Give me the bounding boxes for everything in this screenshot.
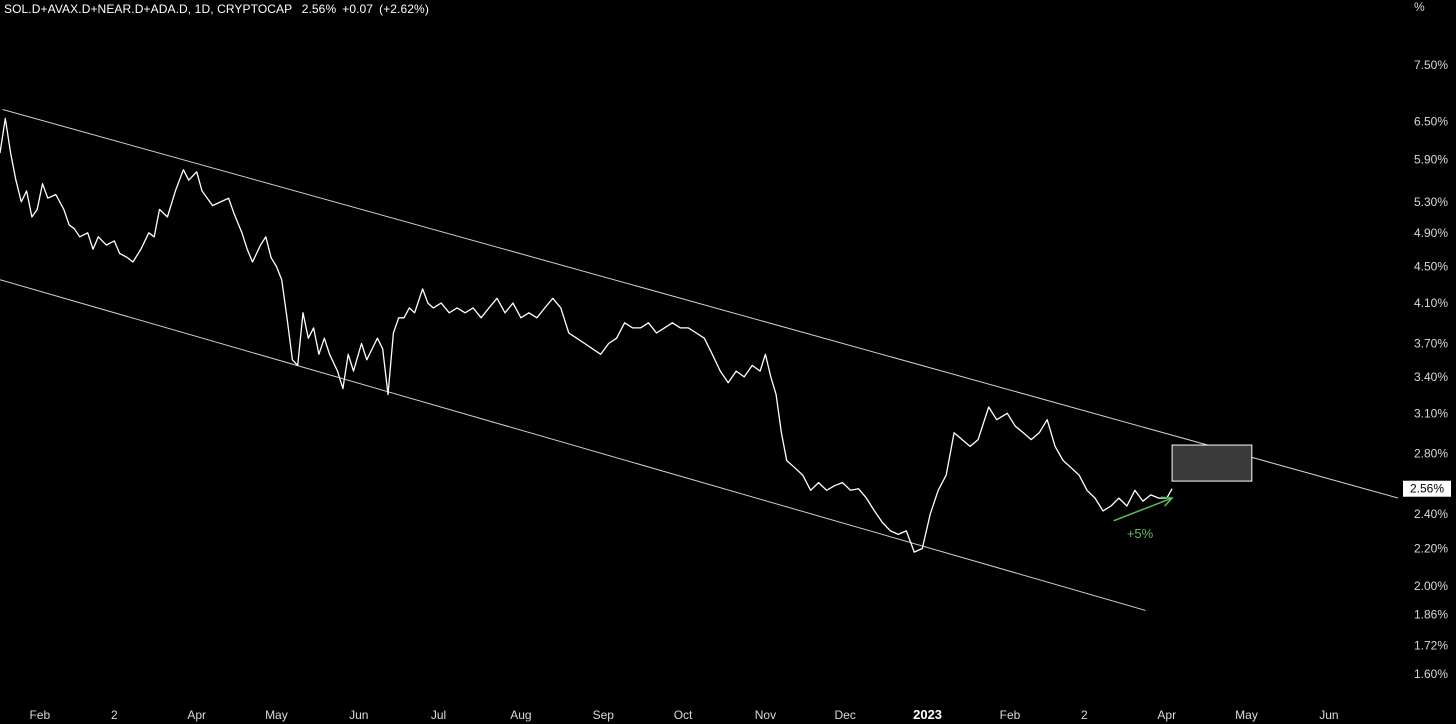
x-tick-label: Jun xyxy=(1319,708,1338,722)
y-tick-label: 1.72% xyxy=(1414,638,1448,652)
annotation-label: +5% xyxy=(1127,526,1154,541)
x-tick-label: 2 xyxy=(1081,708,1088,722)
x-tick-label: Feb xyxy=(30,708,51,722)
x-tick-label: May xyxy=(1235,708,1258,722)
y-tick-label: 4.10% xyxy=(1414,296,1448,310)
channel-lower-line[interactable] xyxy=(0,279,1146,611)
y-tick-label: 5.90% xyxy=(1414,153,1448,167)
arrow-head xyxy=(1161,496,1174,507)
symbol-label[interactable]: SOL.D+AVAX.D+NEAR.D+ADA.D, 1D, CRYPTOCAP xyxy=(4,2,293,16)
last-price-label: 2.56% xyxy=(1410,482,1444,496)
x-tick-label: May xyxy=(265,708,288,722)
last-value: 2.56% xyxy=(301,2,337,16)
y-tick-label: 7.50% xyxy=(1414,58,1448,72)
y-tick-label: 4.90% xyxy=(1414,226,1448,240)
target-box[interactable] xyxy=(1171,444,1253,482)
x-tick-label: Jul xyxy=(431,708,446,722)
x-tick-label: Apr xyxy=(1157,708,1176,722)
y-tick-label: 1.60% xyxy=(1414,667,1448,681)
x-tick-label: Apr xyxy=(187,708,206,722)
channel-upper-line[interactable] xyxy=(2,108,1399,499)
y-tick-label: 2.00% xyxy=(1414,579,1448,593)
x-tick-label: 2023 xyxy=(913,707,942,722)
y-tick-label: 2.40% xyxy=(1414,507,1448,521)
x-tick-label: Feb xyxy=(1000,708,1021,722)
y-tick-label: 4.50% xyxy=(1414,259,1448,273)
last-price-tag xyxy=(1403,480,1451,497)
x-tick-label: Oct xyxy=(674,708,693,722)
y-tick-label: 6.50% xyxy=(1414,114,1448,128)
x-tick-label: Sep xyxy=(593,708,615,722)
series-line-0 xyxy=(0,117,1173,553)
y-tick-label: 3.40% xyxy=(1414,370,1448,384)
x-tick-label: Nov xyxy=(755,708,776,722)
change-value: +0.07 xyxy=(342,2,374,16)
arrow-shaft[interactable] xyxy=(1113,497,1173,522)
x-tick-label: Dec xyxy=(835,708,856,722)
y-tick-label: 5.30% xyxy=(1414,195,1448,209)
y-tick-label: 3.10% xyxy=(1414,406,1448,420)
y-tick-label: 2.20% xyxy=(1414,541,1448,555)
x-tick-label: Aug xyxy=(510,708,531,722)
x-tick-label: 2 xyxy=(111,708,118,722)
y-tick-label: 2.80% xyxy=(1414,446,1448,460)
x-tick-label: Jun xyxy=(349,708,368,722)
y-tick-label: 3.70% xyxy=(1414,337,1448,351)
axis-unit-label: % xyxy=(1414,0,1425,14)
change-percent: (+2.62%) xyxy=(379,2,429,16)
y-tick-label: 1.86% xyxy=(1414,608,1448,622)
chart-legend-header: SOL.D+AVAX.D+NEAR.D+ADA.D, 1D, CRYPTOCAP… xyxy=(4,2,435,16)
